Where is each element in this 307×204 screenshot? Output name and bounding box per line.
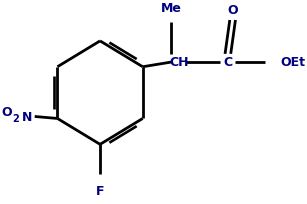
Text: CH: CH — [169, 56, 188, 69]
Text: N: N — [22, 110, 32, 123]
Text: 2: 2 — [12, 114, 19, 124]
Text: O: O — [227, 3, 238, 17]
Text: F: F — [96, 184, 104, 197]
Text: O: O — [1, 105, 12, 119]
Text: C: C — [223, 56, 232, 69]
Text: OEt: OEt — [280, 56, 305, 69]
Text: Me: Me — [161, 2, 181, 14]
